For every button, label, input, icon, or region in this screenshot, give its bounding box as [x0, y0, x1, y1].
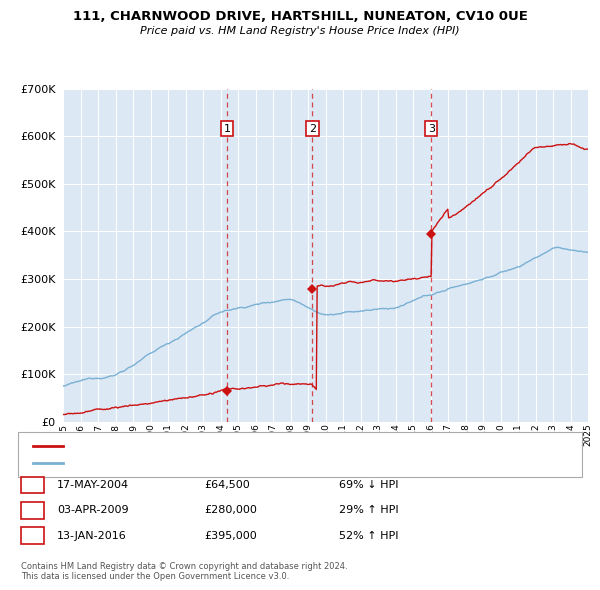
Text: 03-APR-2009: 03-APR-2009 [57, 506, 128, 515]
Text: 3: 3 [29, 531, 36, 540]
Text: Contains HM Land Registry data © Crown copyright and database right 2024.
This d: Contains HM Land Registry data © Crown c… [21, 562, 347, 581]
Text: 2: 2 [29, 506, 36, 515]
Text: 13-JAN-2016: 13-JAN-2016 [57, 531, 127, 540]
Text: 111, CHARNWOOD DRIVE, HARTSHILL, NUNEATON, CV10 0UE: 111, CHARNWOOD DRIVE, HARTSHILL, NUNEATO… [73, 10, 527, 23]
Text: 69% ↓ HPI: 69% ↓ HPI [339, 480, 398, 490]
Text: 52% ↑ HPI: 52% ↑ HPI [339, 531, 398, 540]
Text: 3: 3 [428, 123, 434, 133]
Text: 111, CHARNWOOD DRIVE, HARTSHILL, NUNEATON, CV10 0UE (detached house): 111, CHARNWOOD DRIVE, HARTSHILL, NUNEATO… [69, 441, 458, 451]
Text: 1: 1 [29, 480, 36, 490]
Text: £64,500: £64,500 [204, 480, 250, 490]
Text: 1: 1 [224, 123, 230, 133]
Text: £395,000: £395,000 [204, 531, 257, 540]
Text: 17-MAY-2004: 17-MAY-2004 [57, 480, 129, 490]
Text: HPI: Average price, detached house, North Warwickshire: HPI: Average price, detached house, Nort… [69, 458, 345, 468]
Text: 29% ↑ HPI: 29% ↑ HPI [339, 506, 398, 515]
Text: Price paid vs. HM Land Registry's House Price Index (HPI): Price paid vs. HM Land Registry's House … [140, 26, 460, 36]
Text: 2: 2 [309, 123, 316, 133]
Text: £280,000: £280,000 [204, 506, 257, 515]
